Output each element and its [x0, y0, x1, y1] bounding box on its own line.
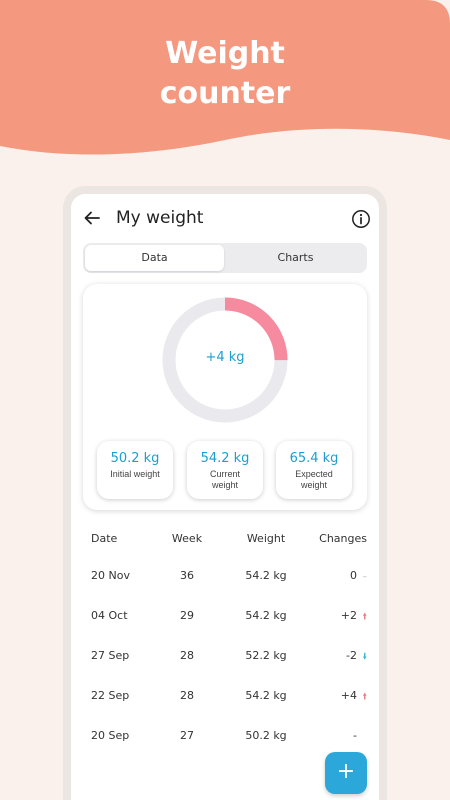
current-weight-card: 54.2 kg Current weight: [187, 441, 263, 499]
arrow-down-icon: 🠛: [362, 652, 367, 662]
row-change-value: +2: [340, 609, 357, 622]
weight-change-label: +4 kg: [205, 350, 245, 365]
ring-progress: [162, 297, 288, 423]
row-change-value: -2: [346, 649, 357, 662]
arrow-up-icon: 🠙: [362, 612, 367, 622]
row-change: -: [311, 729, 367, 742]
initial-weight-card: 50.2 kg Initial weight: [97, 441, 173, 499]
current-weight-value: 54.2 kg: [200, 451, 250, 466]
header-banner: Weight counter: [0, 0, 450, 165]
add-weight-button[interactable]: +: [325, 752, 367, 794]
expected-weight-card: 65.4 kg Expected weight: [276, 441, 352, 499]
row-week: 28: [180, 689, 194, 702]
header-week: Week: [171, 532, 203, 545]
info-icon[interactable]: [351, 209, 371, 229]
row-date: 20 Nov: [91, 569, 130, 582]
plus-icon: +: [336, 759, 356, 784]
row-week: 36: [180, 569, 194, 582]
row-change-value: -: [353, 729, 357, 742]
expected-weight-value: 65.4 kg: [289, 451, 339, 466]
row-week: 28: [180, 649, 194, 662]
arrow-up-icon: 🠙: [362, 692, 367, 702]
row-change: +2 🠙: [311, 609, 367, 625]
row-date: 04 Oct: [91, 609, 128, 622]
row-weight: 54.2 kg: [245, 609, 287, 622]
row-weight: 54.2 kg: [245, 689, 287, 702]
row-date: 20 Sep: [91, 729, 130, 742]
weight-summary-card: +4 kg 50.2 kg Initial weight 54.2 kg Cur…: [83, 284, 367, 510]
app-screen: My weight Data Charts +4 kg 50.2 kg Init…: [71, 194, 379, 800]
header-date: Date: [91, 532, 118, 545]
header-changes: Changes: [319, 532, 367, 545]
row-weight: 52.2 kg: [245, 649, 287, 662]
row-weight: 54.2 kg: [245, 569, 287, 582]
tab-charts[interactable]: Charts: [277, 251, 314, 264]
expected-weight-label: Expected weight: [295, 469, 333, 490]
banner-title: Weight counter: [0, 34, 450, 114]
weight-progress-ring: [162, 297, 288, 423]
row-change: +4 🠙: [311, 689, 367, 705]
initial-weight-label: Initial weight: [110, 469, 160, 479]
banner-background: [0, 0, 450, 155]
row-date: 27 Sep: [91, 649, 130, 662]
dash-icon: –: [362, 572, 368, 582]
row-change: -2 🠛: [311, 649, 367, 665]
tab-data[interactable]: Data: [85, 245, 224, 271]
row-change: 0–: [311, 569, 367, 582]
initial-weight-value: 50.2 kg: [110, 451, 160, 466]
row-week: 29: [180, 609, 194, 622]
banner-title-line-2: counter: [159, 76, 291, 111]
view-tabs: Data Charts: [83, 243, 367, 273]
current-weight-label: Current weight: [209, 469, 240, 490]
row-weight: 50.2 kg: [245, 729, 287, 742]
arrow-left-icon[interactable]: [83, 209, 101, 227]
app-bar: My weight: [71, 194, 379, 244]
banner-title-line-1: Weight: [165, 36, 285, 71]
header-weight: Weight: [246, 532, 286, 545]
row-change-value: 0: [350, 569, 357, 582]
page-title: My weight: [116, 208, 204, 228]
row-change-value: +4: [340, 689, 357, 702]
row-week: 27: [180, 729, 194, 742]
row-date: 22 Sep: [91, 689, 130, 702]
